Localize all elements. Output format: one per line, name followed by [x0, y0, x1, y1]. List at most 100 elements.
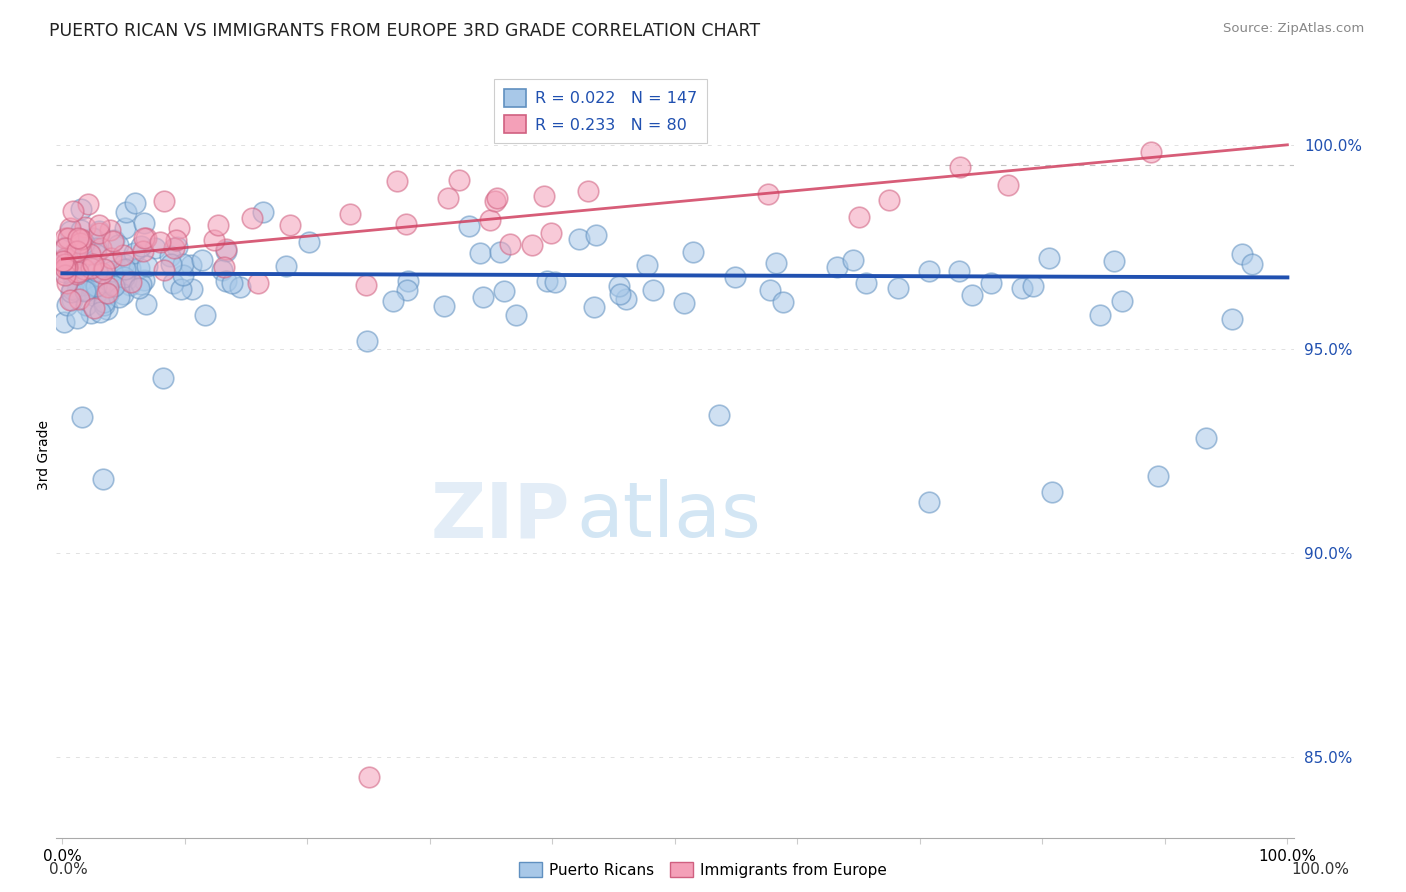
Point	[215, 274, 238, 288]
Point	[115, 273, 138, 287]
Point	[772, 294, 794, 309]
Point	[96, 285, 118, 300]
Point	[1102, 254, 1125, 268]
Point	[112, 257, 135, 271]
Point	[470, 246, 492, 260]
Point	[77, 197, 100, 211]
Point	[86, 264, 108, 278]
Point	[58, 253, 80, 268]
Point	[170, 282, 193, 296]
Point	[1088, 309, 1111, 323]
Point	[134, 231, 156, 245]
Text: 100.0%: 100.0%	[1292, 863, 1350, 877]
Point	[59, 221, 82, 235]
Point	[84, 280, 107, 294]
Point	[274, 259, 297, 273]
Point	[58, 259, 80, 273]
Point	[53, 241, 76, 255]
Point	[98, 222, 121, 236]
Point	[53, 260, 76, 275]
Point	[111, 287, 134, 301]
Point	[395, 283, 418, 297]
Point	[97, 280, 120, 294]
Point	[73, 261, 96, 276]
Point	[82, 257, 104, 271]
Point	[172, 268, 194, 282]
Point	[83, 301, 105, 316]
Point	[129, 239, 152, 253]
Point	[636, 258, 658, 272]
Point	[159, 249, 181, 263]
Point	[252, 204, 274, 219]
Point	[87, 218, 110, 232]
Point	[69, 235, 91, 250]
Point	[73, 235, 96, 250]
Point	[609, 287, 631, 301]
Point	[1111, 293, 1133, 308]
Point	[135, 297, 157, 311]
Point	[918, 263, 941, 277]
Point	[980, 276, 1002, 290]
Point	[66, 244, 89, 259]
Point	[181, 283, 204, 297]
Point	[191, 253, 214, 268]
Point	[478, 212, 501, 227]
Point	[211, 263, 233, 277]
Point	[91, 267, 114, 281]
Point	[520, 237, 543, 252]
Point	[162, 276, 184, 290]
Point	[759, 283, 782, 297]
Point	[69, 293, 91, 307]
Point	[62, 260, 84, 275]
Point	[101, 277, 124, 292]
Point	[111, 248, 134, 262]
Point	[69, 246, 91, 260]
Point	[120, 276, 142, 290]
Point	[118, 261, 141, 276]
Point	[70, 233, 93, 247]
Point	[848, 210, 870, 224]
Point	[104, 274, 127, 288]
Point	[436, 191, 458, 205]
Point	[723, 270, 745, 285]
Point	[131, 277, 153, 291]
Point	[103, 233, 125, 247]
Point	[62, 203, 84, 218]
Point	[56, 298, 79, 312]
Point	[167, 221, 190, 235]
Point	[56, 261, 79, 276]
Point	[93, 294, 115, 309]
Point	[65, 260, 87, 275]
Point	[80, 261, 103, 276]
Point	[96, 302, 118, 317]
Point	[66, 285, 89, 299]
Point	[582, 301, 605, 315]
Point	[536, 273, 558, 287]
Legend: R = 0.022   N = 147, R = 0.233   N = 80: R = 0.022 N = 147, R = 0.233 N = 80	[494, 79, 707, 143]
Point	[152, 371, 174, 385]
Point	[825, 260, 848, 274]
Point	[1011, 280, 1033, 294]
Point	[607, 279, 630, 293]
Point	[84, 279, 107, 293]
Point	[962, 288, 984, 302]
Point	[82, 285, 104, 299]
Point	[70, 232, 93, 246]
Point	[86, 278, 108, 293]
Point	[89, 277, 111, 292]
Text: 0.0%: 0.0%	[49, 863, 89, 877]
Point	[339, 207, 361, 221]
Point	[576, 184, 599, 198]
Point	[756, 186, 779, 201]
Point	[67, 231, 90, 245]
Point	[484, 194, 506, 208]
Point	[505, 308, 527, 322]
Point	[75, 298, 97, 312]
Point	[82, 282, 104, 296]
Point	[948, 264, 970, 278]
Point	[75, 283, 97, 297]
Point	[114, 221, 136, 235]
Point	[115, 204, 138, 219]
Point	[53, 230, 76, 244]
Point	[194, 308, 217, 322]
